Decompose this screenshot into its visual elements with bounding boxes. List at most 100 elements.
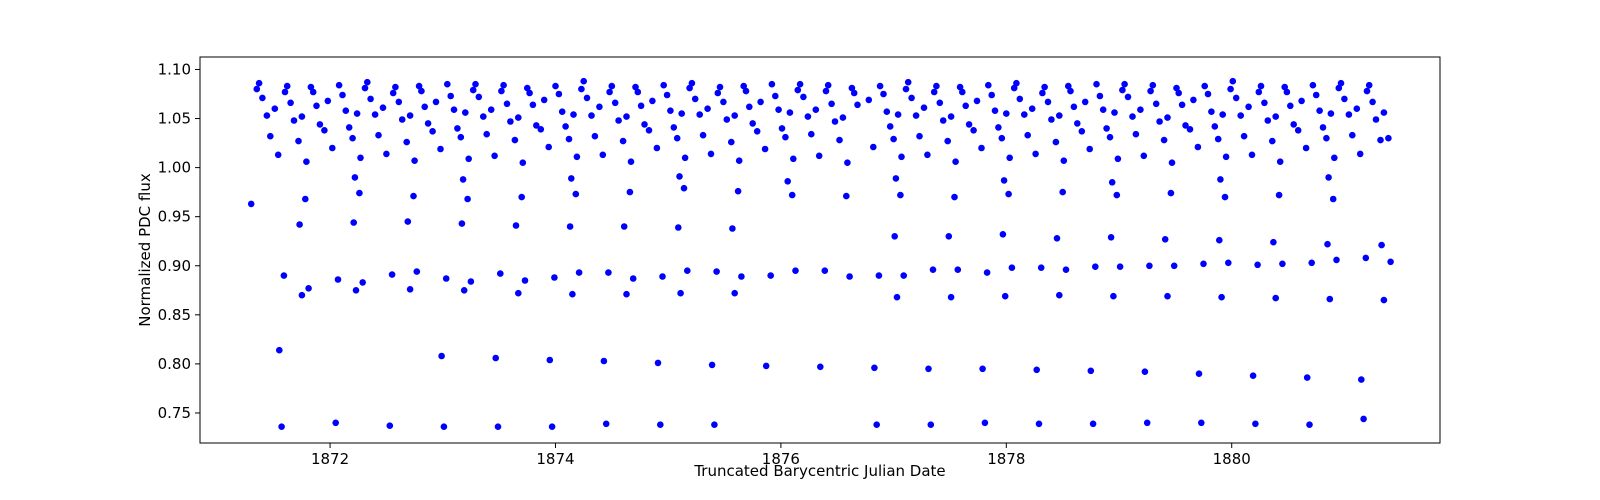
data-point xyxy=(403,138,411,146)
data-point xyxy=(267,132,274,140)
x-tick-label: 1874 xyxy=(536,450,574,468)
data-point xyxy=(388,271,396,278)
data-point xyxy=(1298,97,1305,105)
data-point xyxy=(1287,102,1294,110)
data-point xyxy=(588,112,595,119)
data-point xyxy=(290,117,298,124)
data-point xyxy=(599,151,607,159)
data-point xyxy=(545,143,552,151)
data-point xyxy=(1107,234,1115,241)
data-point xyxy=(364,78,371,86)
data-point xyxy=(492,354,500,362)
data-point xyxy=(784,178,791,185)
data-point xyxy=(735,157,743,164)
data-point xyxy=(1013,79,1020,87)
data-point xyxy=(460,287,468,294)
data-point xyxy=(321,127,328,134)
data-point xyxy=(332,419,340,427)
data-point xyxy=(707,150,715,158)
data-point xyxy=(985,81,992,89)
data-point xyxy=(731,289,738,297)
data-point xyxy=(295,137,302,145)
data-point xyxy=(339,91,346,99)
data-point xyxy=(1214,135,1222,143)
data-point xyxy=(1152,100,1160,108)
data-point xyxy=(1108,179,1116,186)
data-point xyxy=(1208,108,1215,115)
data-point xyxy=(526,89,533,97)
data-point xyxy=(753,128,761,135)
data-point xyxy=(1035,420,1043,428)
data-point xyxy=(999,231,1007,238)
data-point xyxy=(349,134,356,142)
data-point xyxy=(817,363,824,371)
data-point xyxy=(1021,111,1028,118)
data-point xyxy=(413,268,421,275)
data-point xyxy=(1221,193,1229,201)
data-point xyxy=(749,120,756,127)
data-point xyxy=(908,94,915,102)
data-point xyxy=(657,421,664,429)
data-point xyxy=(731,112,738,119)
data-point xyxy=(1211,123,1219,130)
data-point xyxy=(498,87,505,95)
data-point xyxy=(552,82,559,90)
data-point xyxy=(350,219,358,226)
data-point xyxy=(952,158,959,165)
data-point xyxy=(1113,191,1121,199)
data-point xyxy=(1316,107,1323,114)
data-point xyxy=(1372,116,1380,123)
data-point xyxy=(1065,82,1072,90)
data-point xyxy=(728,138,735,146)
data-point xyxy=(1312,91,1320,99)
data-point xyxy=(734,187,742,195)
data-point xyxy=(954,266,962,274)
data-point xyxy=(796,80,804,88)
data-point xyxy=(792,267,799,275)
data-point xyxy=(649,97,656,105)
data-point xyxy=(742,87,750,95)
data-point xyxy=(580,77,587,85)
data-point xyxy=(383,150,390,158)
data-point xyxy=(1164,114,1171,121)
data-point xyxy=(392,83,399,91)
data-point xyxy=(569,290,576,298)
data-point xyxy=(927,421,935,429)
data-point xyxy=(1325,174,1332,181)
data-point xyxy=(660,81,667,89)
data-point xyxy=(1279,260,1286,268)
data-point xyxy=(1016,95,1024,103)
data-point xyxy=(280,272,288,279)
data-point xyxy=(278,423,285,431)
data-point xyxy=(1240,132,1248,140)
data-point xyxy=(1149,81,1157,89)
data-point xyxy=(462,109,469,116)
data-point xyxy=(546,356,554,364)
data-point xyxy=(1294,127,1302,134)
data-point xyxy=(507,118,514,125)
data-point xyxy=(933,82,940,90)
data-point xyxy=(1264,117,1272,124)
data-point xyxy=(900,272,907,279)
data-point xyxy=(790,155,797,163)
data-point xyxy=(620,223,628,230)
data-point xyxy=(854,101,861,109)
data-point xyxy=(562,123,569,130)
data-point xyxy=(255,79,263,87)
data-point xyxy=(716,83,724,91)
data-point xyxy=(342,107,350,114)
x-tick-label: 1880 xyxy=(1213,450,1251,468)
data-point xyxy=(316,121,324,128)
data-point xyxy=(775,106,782,113)
data-point xyxy=(681,154,689,162)
data-point xyxy=(415,82,423,90)
data-point xyxy=(361,84,369,92)
data-point xyxy=(1377,136,1384,144)
y-tick-label: 1.05 xyxy=(158,110,191,128)
data-point xyxy=(497,270,504,277)
data-point xyxy=(696,111,703,118)
data-point xyxy=(1059,188,1066,196)
data-point xyxy=(605,269,612,276)
